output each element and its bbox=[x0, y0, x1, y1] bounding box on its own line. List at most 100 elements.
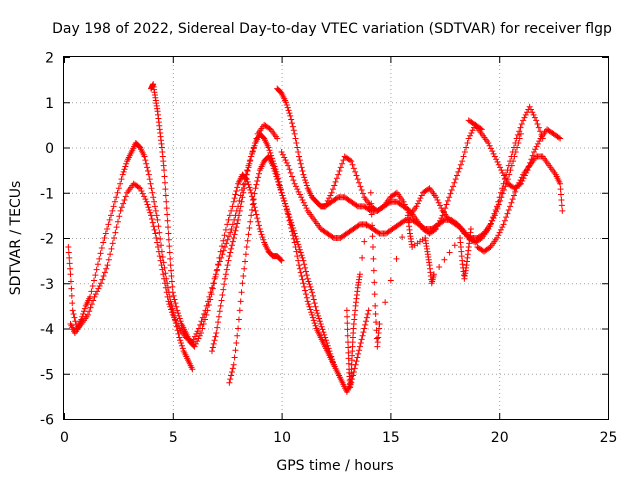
data-point bbox=[166, 243, 173, 250]
data-point bbox=[296, 191, 303, 198]
data-point bbox=[248, 212, 255, 219]
data-point bbox=[95, 285, 102, 292]
data-point bbox=[294, 144, 301, 151]
data-point bbox=[293, 248, 300, 255]
data-point bbox=[159, 266, 166, 273]
data-point bbox=[137, 185, 144, 192]
data-point bbox=[212, 333, 219, 340]
data-point bbox=[495, 201, 502, 208]
data-point bbox=[164, 211, 171, 218]
data-point bbox=[321, 331, 328, 338]
data-point bbox=[191, 333, 198, 340]
data-point bbox=[333, 195, 340, 202]
data-point bbox=[312, 303, 319, 310]
data-point bbox=[354, 176, 361, 183]
data-point bbox=[168, 309, 175, 316]
data-point bbox=[300, 199, 307, 206]
data-point bbox=[215, 319, 222, 326]
data-point bbox=[232, 191, 239, 198]
data-point bbox=[208, 284, 215, 291]
data-point bbox=[357, 339, 364, 346]
data-point bbox=[300, 257, 307, 264]
data-point bbox=[232, 347, 239, 354]
data-point bbox=[246, 184, 253, 191]
data-point bbox=[97, 250, 104, 257]
data-point bbox=[358, 187, 365, 194]
data-point bbox=[400, 198, 407, 205]
data-point bbox=[327, 350, 334, 357]
data-point bbox=[300, 280, 307, 287]
data-point bbox=[107, 251, 114, 258]
data-point bbox=[275, 175, 282, 182]
data-point bbox=[228, 207, 235, 214]
data-point bbox=[288, 116, 295, 123]
data-point bbox=[231, 231, 238, 238]
data-point bbox=[314, 310, 321, 317]
data-point bbox=[289, 120, 296, 127]
data-point bbox=[156, 253, 163, 260]
data-point bbox=[303, 205, 310, 212]
data-point bbox=[228, 368, 235, 375]
data-point bbox=[148, 215, 155, 222]
chart-title: Day 198 of 2022, Sidereal Day-to-day VTE… bbox=[52, 21, 612, 37]
data-point bbox=[154, 239, 161, 246]
data-point bbox=[497, 164, 504, 171]
data-point bbox=[493, 156, 500, 163]
data-point bbox=[420, 225, 427, 232]
data-point bbox=[499, 169, 506, 176]
data-point bbox=[306, 281, 313, 288]
data-point bbox=[224, 262, 231, 269]
data-point bbox=[163, 198, 170, 205]
data-point bbox=[345, 360, 352, 367]
data-point bbox=[514, 131, 521, 138]
data-point bbox=[418, 192, 425, 199]
data-point bbox=[121, 196, 128, 203]
data-point bbox=[163, 289, 170, 296]
data-point bbox=[252, 185, 259, 192]
data-point bbox=[279, 151, 286, 158]
data-point bbox=[158, 262, 165, 269]
data-point bbox=[151, 198, 158, 205]
data-point bbox=[190, 336, 197, 343]
data-point bbox=[147, 209, 154, 216]
data-point bbox=[500, 221, 507, 228]
data-point bbox=[175, 310, 182, 317]
data-point bbox=[299, 196, 306, 203]
data-point bbox=[296, 157, 303, 164]
data-point bbox=[194, 338, 201, 345]
data-point bbox=[255, 222, 262, 229]
data-point bbox=[355, 222, 362, 229]
data-point bbox=[487, 145, 494, 152]
data-point bbox=[267, 149, 274, 156]
data-point bbox=[236, 307, 243, 314]
data-point bbox=[168, 267, 175, 274]
data-point bbox=[558, 202, 565, 209]
data-point bbox=[291, 130, 298, 137]
data-point bbox=[302, 264, 309, 271]
data-point bbox=[146, 206, 153, 213]
data-point bbox=[135, 184, 142, 191]
data-point bbox=[469, 127, 476, 134]
data-point bbox=[322, 337, 329, 344]
data-point bbox=[282, 203, 289, 210]
data-point bbox=[284, 104, 291, 111]
data-point bbox=[465, 135, 472, 142]
data-point bbox=[111, 198, 118, 205]
data-point bbox=[246, 160, 253, 167]
data-point bbox=[295, 149, 302, 156]
y-tick-label: -4 bbox=[40, 322, 54, 338]
data-point bbox=[517, 177, 524, 184]
data-point bbox=[312, 322, 319, 329]
data-point bbox=[352, 168, 359, 175]
data-point bbox=[244, 168, 251, 175]
data-point bbox=[324, 197, 331, 204]
data-point bbox=[229, 221, 236, 228]
data-point bbox=[362, 321, 369, 328]
data-point bbox=[260, 236, 267, 243]
data-point bbox=[246, 225, 253, 232]
data-point bbox=[224, 221, 231, 228]
data-point bbox=[66, 254, 73, 261]
data-point bbox=[294, 253, 301, 260]
data-point bbox=[387, 277, 394, 284]
data-point bbox=[298, 252, 305, 259]
